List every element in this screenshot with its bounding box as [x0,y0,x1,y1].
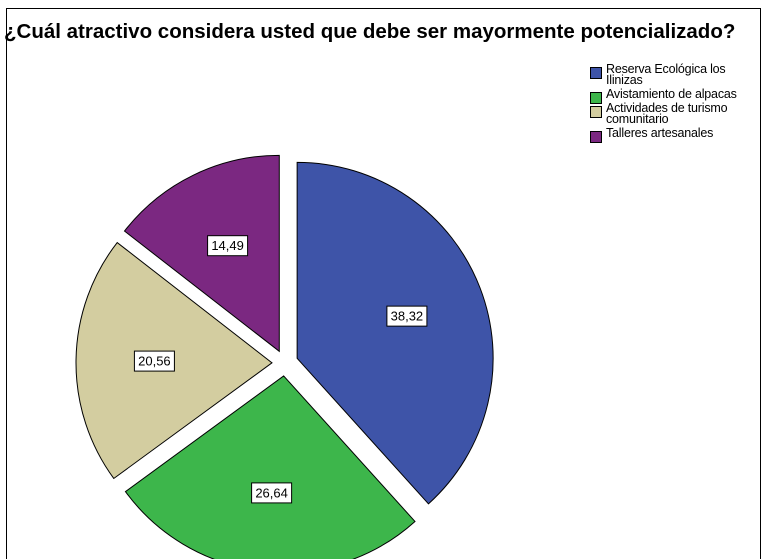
legend-swatch-alpacas [590,92,602,104]
pie-value-label-turismo: 20,56 [133,350,175,372]
legend-label-turismo: Actividades de turismo comunitario [606,101,728,126]
legend-label-reserva: Reserva Ecológica los Ilinizas [606,62,726,87]
pie-slice-reserva [296,161,494,505]
legend-swatch-talleres [590,131,602,143]
legend-label-alpacas: Avistamiento de alpacas [606,87,737,101]
svg-text:20,56: 20,56 [138,354,171,369]
svg-text:38,32: 38,32 [391,309,424,324]
legend-item-talleres: Talleres artesanales [590,126,762,143]
pie-slice-alpacas [124,375,416,559]
legend: Reserva Ecológica los Ilinizas Avistamie… [590,62,762,143]
legend-swatch-reserva [590,67,602,79]
legend-swatch-turismo [590,106,602,118]
svg-text:14,49: 14,49 [211,238,244,253]
chart-title: ¿Cuál atractivo considera usted que debe… [4,20,736,43]
pie-slice-talleres [123,154,280,353]
pie-value-label-talleres: 14,49 [207,235,249,257]
legend-item-alpacas: Avistamiento de alpacas [590,87,762,104]
legend-item-turismo: Actividades de turismo comunitario [590,101,762,126]
pie-value-label-alpacas: 26,64 [251,482,293,504]
legend-item-reserva: Reserva Ecológica los Ilinizas [590,62,762,87]
legend-label-talleres: Talleres artesanales [606,126,714,140]
svg-text:26,64: 26,64 [255,485,288,500]
pie-value-label-reserva: 38,32 [386,305,428,327]
